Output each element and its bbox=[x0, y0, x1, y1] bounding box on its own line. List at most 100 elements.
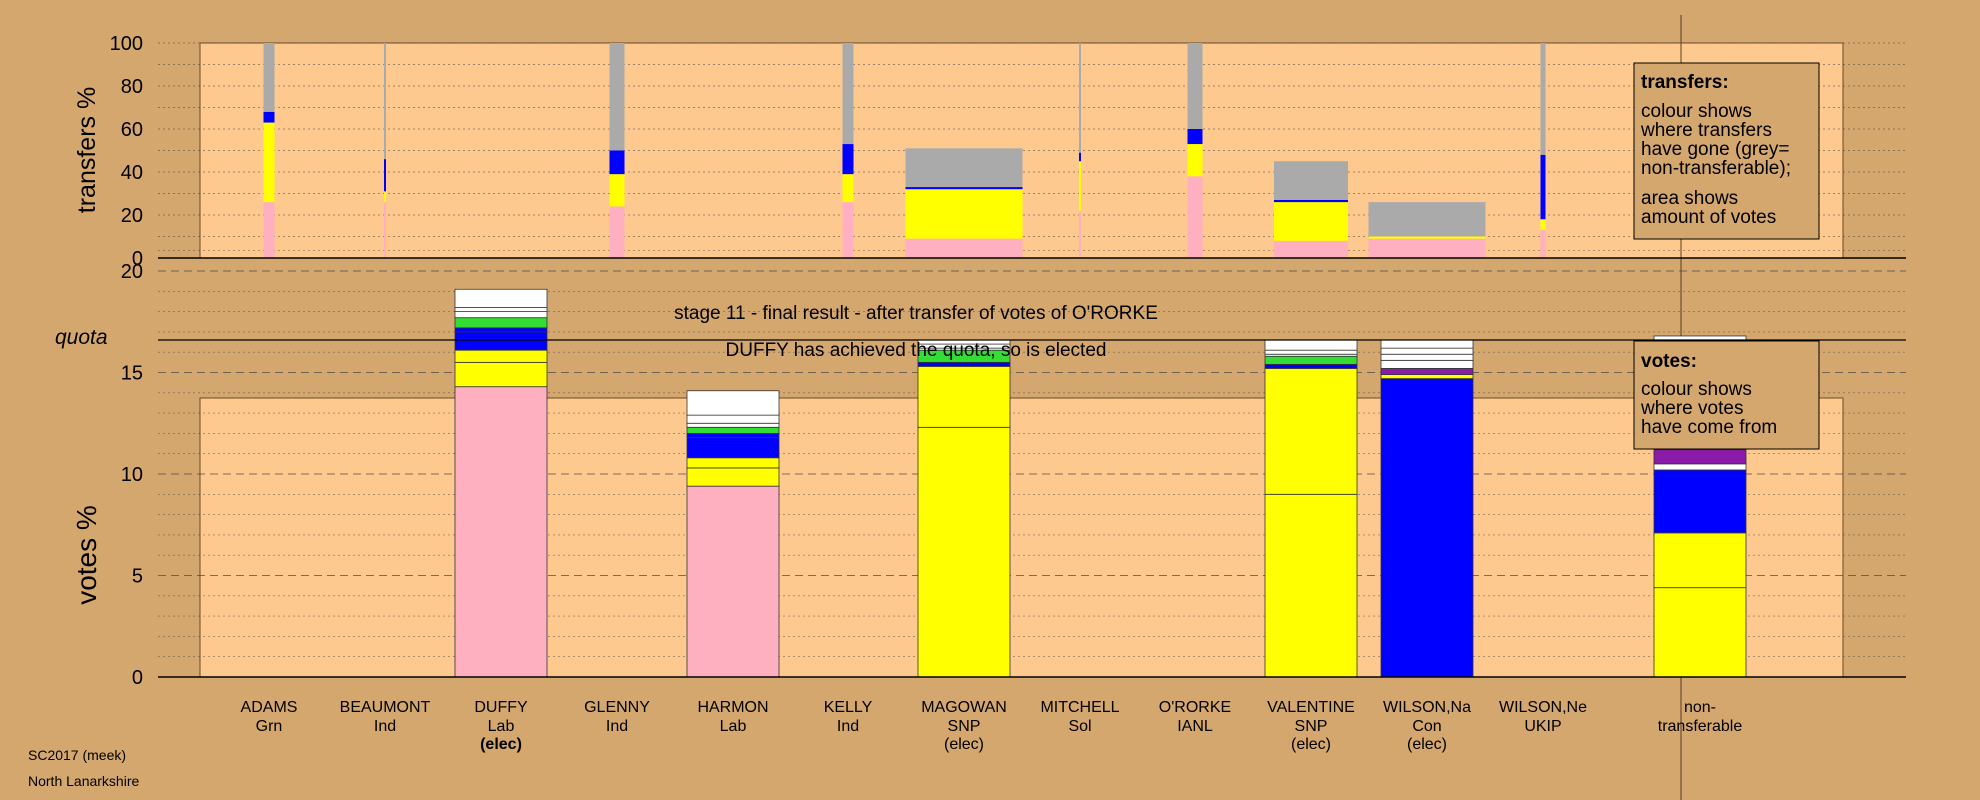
vote-segment bbox=[454, 307, 548, 313]
transfer-segment bbox=[609, 174, 625, 207]
vote-segment bbox=[1380, 339, 1474, 349]
transfer-segment bbox=[905, 189, 1023, 239]
transfers-legend-line: where transfers bbox=[1640, 120, 1772, 141]
nontransferable-label: transferable bbox=[1658, 718, 1743, 735]
vote-segment bbox=[686, 457, 780, 469]
transfer-segment bbox=[384, 202, 386, 258]
elected-notice: DUFFY has achieved the quota, so is elec… bbox=[726, 340, 1107, 361]
vote-segment bbox=[454, 361, 548, 388]
vote-segment bbox=[1653, 587, 1747, 678]
y-tick-label: 10 bbox=[121, 464, 143, 486]
votes-legend-line: have come from bbox=[1641, 417, 1777, 438]
transfer-segment bbox=[1187, 129, 1203, 145]
vote-segment bbox=[454, 386, 548, 678]
transfer-segment bbox=[1540, 43, 1546, 155]
transfers-bars bbox=[263, 43, 1546, 258]
transfer-segment bbox=[609, 43, 625, 151]
votes-gridlines bbox=[158, 250, 1906, 658]
y-tick-label: 20 bbox=[121, 205, 143, 227]
transfers-legend-line: colour shows bbox=[1641, 101, 1752, 122]
vote-segment bbox=[454, 349, 548, 363]
candidate-name: MAGOWAN bbox=[921, 699, 1007, 716]
vote-segment bbox=[1653, 469, 1747, 534]
transfer-segment bbox=[905, 187, 1023, 190]
votes-legend-line: colour shows bbox=[1641, 379, 1752, 400]
vote-segment bbox=[686, 437, 780, 459]
transfers-y-axis-label: transfers % bbox=[73, 87, 101, 213]
transfer-segment bbox=[263, 122, 275, 203]
vote-segment bbox=[686, 467, 780, 487]
vote-segment bbox=[1653, 463, 1747, 471]
vote-segment bbox=[1380, 353, 1474, 361]
transfer-segment bbox=[384, 191, 386, 203]
candidate-name: KELLY bbox=[824, 699, 873, 716]
candidate-name: VALENTINE bbox=[1267, 699, 1355, 716]
candidate-party: Sol bbox=[1068, 718, 1091, 735]
transfer-segment bbox=[1187, 43, 1203, 129]
votes-legend-line: where votes bbox=[1640, 398, 1743, 419]
vote-segment bbox=[917, 361, 1011, 367]
transfer-segment bbox=[842, 43, 854, 145]
transfer-segment bbox=[1540, 230, 1546, 258]
vote-segment bbox=[454, 288, 548, 308]
candidate-name: DUFFY bbox=[474, 699, 528, 716]
transfer-segment bbox=[905, 238, 1023, 258]
elected-tag: (elec) bbox=[1407, 736, 1447, 753]
transfer-segment bbox=[842, 202, 854, 258]
y-tick-label: 0 bbox=[132, 248, 143, 270]
transfer-segment bbox=[384, 43, 386, 160]
transfer-segment bbox=[1274, 199, 1348, 203]
vote-segment bbox=[1380, 374, 1474, 379]
candidate-party: Lab bbox=[720, 718, 747, 735]
y-tick-label: 20 bbox=[121, 261, 143, 283]
candidate-party: Con bbox=[1412, 718, 1441, 735]
quota-label: quota bbox=[55, 326, 108, 349]
vote-segment bbox=[1380, 378, 1474, 678]
transfer-segment bbox=[1274, 240, 1348, 258]
vote-segment bbox=[1264, 363, 1358, 369]
transfer-segment bbox=[1368, 202, 1486, 237]
vote-segment bbox=[1264, 349, 1358, 355]
vote-segment bbox=[1380, 368, 1474, 375]
vote-segment bbox=[1264, 355, 1358, 365]
transfer-segment bbox=[1079, 43, 1081, 153]
votes-legend-box bbox=[1633, 340, 1820, 450]
transfers-legend-line: amount of votes bbox=[1641, 207, 1776, 228]
candidate-name: ADAMS bbox=[241, 699, 298, 716]
transfers-legend-line: area shows bbox=[1641, 188, 1738, 209]
candidate-party: Ind bbox=[837, 718, 859, 735]
y-tick-label: 0 bbox=[132, 667, 143, 689]
vote-segment bbox=[917, 426, 1011, 678]
votes-legend-title: votes: bbox=[1641, 351, 1697, 372]
candidate-name: GLENNY bbox=[584, 699, 650, 716]
transfers-legend-line: non-transferable); bbox=[1641, 158, 1791, 179]
vote-segment bbox=[1380, 359, 1474, 369]
transfer-segment bbox=[842, 174, 854, 203]
transfer-segment bbox=[263, 43, 275, 112]
transfer-segment bbox=[842, 144, 854, 175]
transfers-legend-box bbox=[1633, 62, 1820, 240]
transfer-segment bbox=[609, 206, 625, 258]
transfer-segment bbox=[263, 111, 275, 123]
vote-segment bbox=[686, 422, 780, 428]
vote-segment bbox=[454, 331, 548, 351]
candidate-labels: ADAMSGrnBEAUMONTIndDUFFYLab(elec)GLENNYI… bbox=[241, 699, 1743, 753]
elected-tag: (elec) bbox=[1291, 736, 1331, 753]
candidate-party: Grn bbox=[256, 718, 283, 735]
transfer-segment bbox=[1540, 219, 1546, 231]
transfer-segment bbox=[384, 159, 386, 192]
candidate-party: SNP bbox=[948, 718, 981, 735]
candidate-party: Ind bbox=[606, 718, 628, 735]
vote-segment bbox=[1264, 339, 1358, 351]
transfer-segment bbox=[609, 150, 625, 175]
votes-legend: votes: colour shows where votes have com… bbox=[1633, 340, 1820, 450]
votes-y-ticks: 0 5 10 15 20 bbox=[121, 261, 143, 689]
transfer-segment bbox=[1187, 176, 1203, 258]
transfer-segment bbox=[1368, 238, 1486, 258]
candidate-name: HARMON bbox=[697, 699, 768, 716]
elected-tag: (elec) bbox=[944, 736, 984, 753]
footer-source: SC2017 (meek) bbox=[28, 747, 126, 763]
candidate-name: WILSON,Ne bbox=[1499, 699, 1587, 716]
candidate-name: MITCHELL bbox=[1040, 699, 1119, 716]
